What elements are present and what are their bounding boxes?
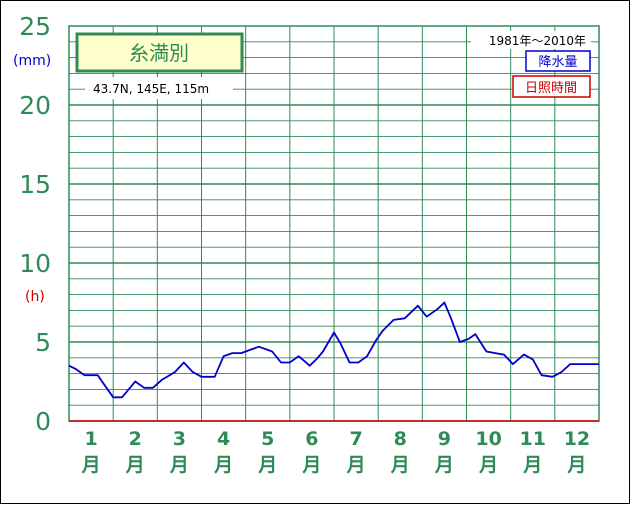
station-name: 糸満別 xyxy=(129,41,189,65)
month-number-label: 7 xyxy=(349,428,362,450)
month-number-label: 8 xyxy=(394,428,407,450)
y-tick-label: 10 xyxy=(19,249,51,278)
y-tick-label: 25 xyxy=(19,12,51,41)
month-number-label: 2 xyxy=(129,428,142,450)
legend-sunshine: 日照時間 xyxy=(525,81,577,96)
month-number-label: 12 xyxy=(564,428,590,450)
station-name-box xyxy=(75,32,244,73)
month-suffix-label: 月 xyxy=(213,454,233,476)
month-suffix-label: 月 xyxy=(169,454,189,476)
legend-precipitation-box xyxy=(525,50,591,72)
month-number-label: 10 xyxy=(475,428,501,450)
period-box xyxy=(471,31,591,49)
month-number-label: 6 xyxy=(305,428,318,450)
legend-precipitation: 降水量 xyxy=(538,55,577,70)
month-number-label: 5 xyxy=(261,428,274,450)
month-number-label: 4 xyxy=(217,428,230,450)
y-axis-ticks: 0 5 10 15 20 25 xyxy=(19,12,51,436)
month-suffix-label: 月 xyxy=(125,454,145,476)
month-suffix-label: 月 xyxy=(566,454,586,476)
month-suffix-label: 月 xyxy=(522,454,542,476)
month-suffix-label: 月 xyxy=(390,454,410,476)
month-number-label: 11 xyxy=(520,428,546,450)
month-suffix-label: 月 xyxy=(346,454,366,476)
y-tick-label: 20 xyxy=(19,91,51,120)
month-suffix-label: 月 xyxy=(434,454,454,476)
month-suffix-label: 月 xyxy=(257,454,277,476)
y-tick-label: 5 xyxy=(35,328,51,357)
month-number-label: 3 xyxy=(173,428,186,450)
precipitation-line xyxy=(68,301,599,399)
y-tick-label: 15 xyxy=(19,170,51,199)
period-text: 1981年～2010年 xyxy=(489,34,586,48)
month-suffix-label: 月 xyxy=(81,454,101,476)
y-unit-mm: (mm) xyxy=(13,53,51,69)
location-box xyxy=(85,77,233,99)
month-number-label: 1 xyxy=(84,428,97,450)
month-number-label: 9 xyxy=(438,428,451,450)
x-axis-months: 1 月 2 月 3 月 4 月 5 月 6 月 7 月 8 月 9 月 10 月 11 月 12 月 xyxy=(81,428,591,476)
legend-sunshine-box xyxy=(512,75,591,98)
location-text: 43.7N, 145E, 115m xyxy=(93,82,209,96)
y-tick-label: 0 xyxy=(35,407,51,436)
month-suffix-label: 月 xyxy=(478,454,498,476)
y-unit-h: (h) xyxy=(25,289,45,305)
month-suffix-label: 月 xyxy=(301,454,321,476)
